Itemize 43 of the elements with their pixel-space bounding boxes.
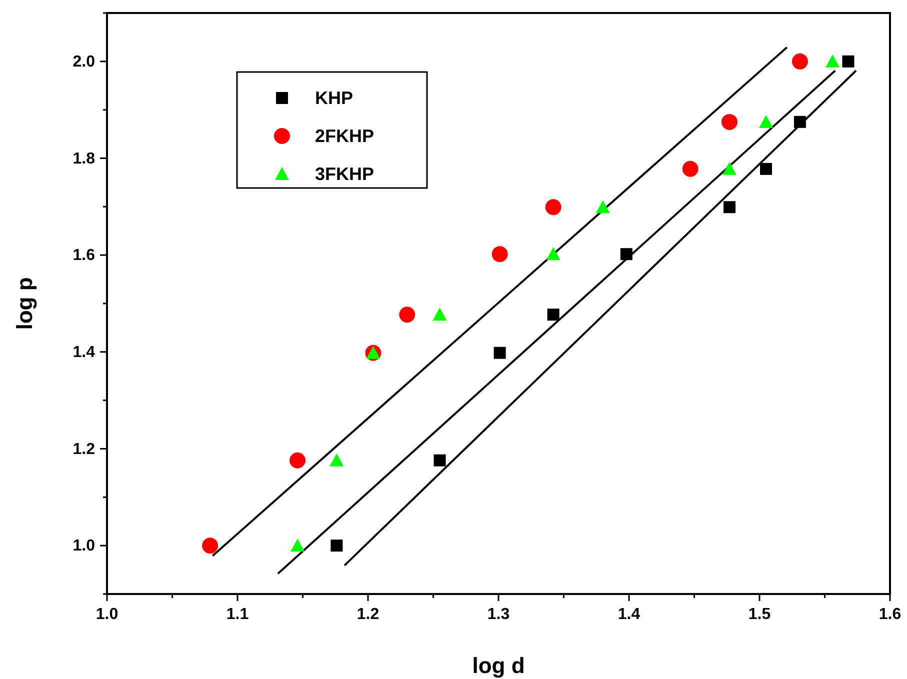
point [546,247,560,260]
x-tick-label: 1.4 [618,606,640,623]
point [545,199,562,216]
point [723,201,736,214]
x-tick-label: 1.5 [748,606,771,623]
point [721,114,738,130]
x-tick-label: 1.1 [226,606,249,623]
y-tick-label: 1.2 [72,440,96,458]
point [760,162,772,175]
y-axis-title: log p [12,277,37,330]
point [290,538,305,552]
point [432,308,447,321]
point [290,452,306,468]
point [547,308,560,321]
x-axis-title: log d [472,653,525,678]
point [434,454,446,466]
point [792,53,808,70]
point [682,160,698,177]
point [492,246,508,262]
point [399,306,416,323]
legend-label: 2FKHP [315,126,374,146]
point [494,346,506,359]
y-tick-label: 1.0 [72,538,96,555]
x-tick-label: 1.6 [878,606,902,623]
y-tick-label: 1.8 [72,150,96,168]
x-tick-label: 1.0 [96,606,118,623]
point [330,453,344,466]
legend-label: KHP [315,88,354,108]
x-tick-label: 1.3 [487,606,510,623]
y-tick-label: 1.4 [72,344,96,361]
y-tick-label: 1.6 [72,247,96,264]
point [826,54,840,68]
point [596,200,610,214]
point [759,114,774,128]
point [620,248,632,260]
point [330,540,343,552]
point [794,116,806,128]
x-tick-label: 1.2 [356,606,380,623]
legend-label: 3FKHP [315,164,374,184]
y-tick-label: 2.0 [72,53,96,70]
point [842,55,854,68]
point [202,538,218,554]
point [722,162,736,175]
